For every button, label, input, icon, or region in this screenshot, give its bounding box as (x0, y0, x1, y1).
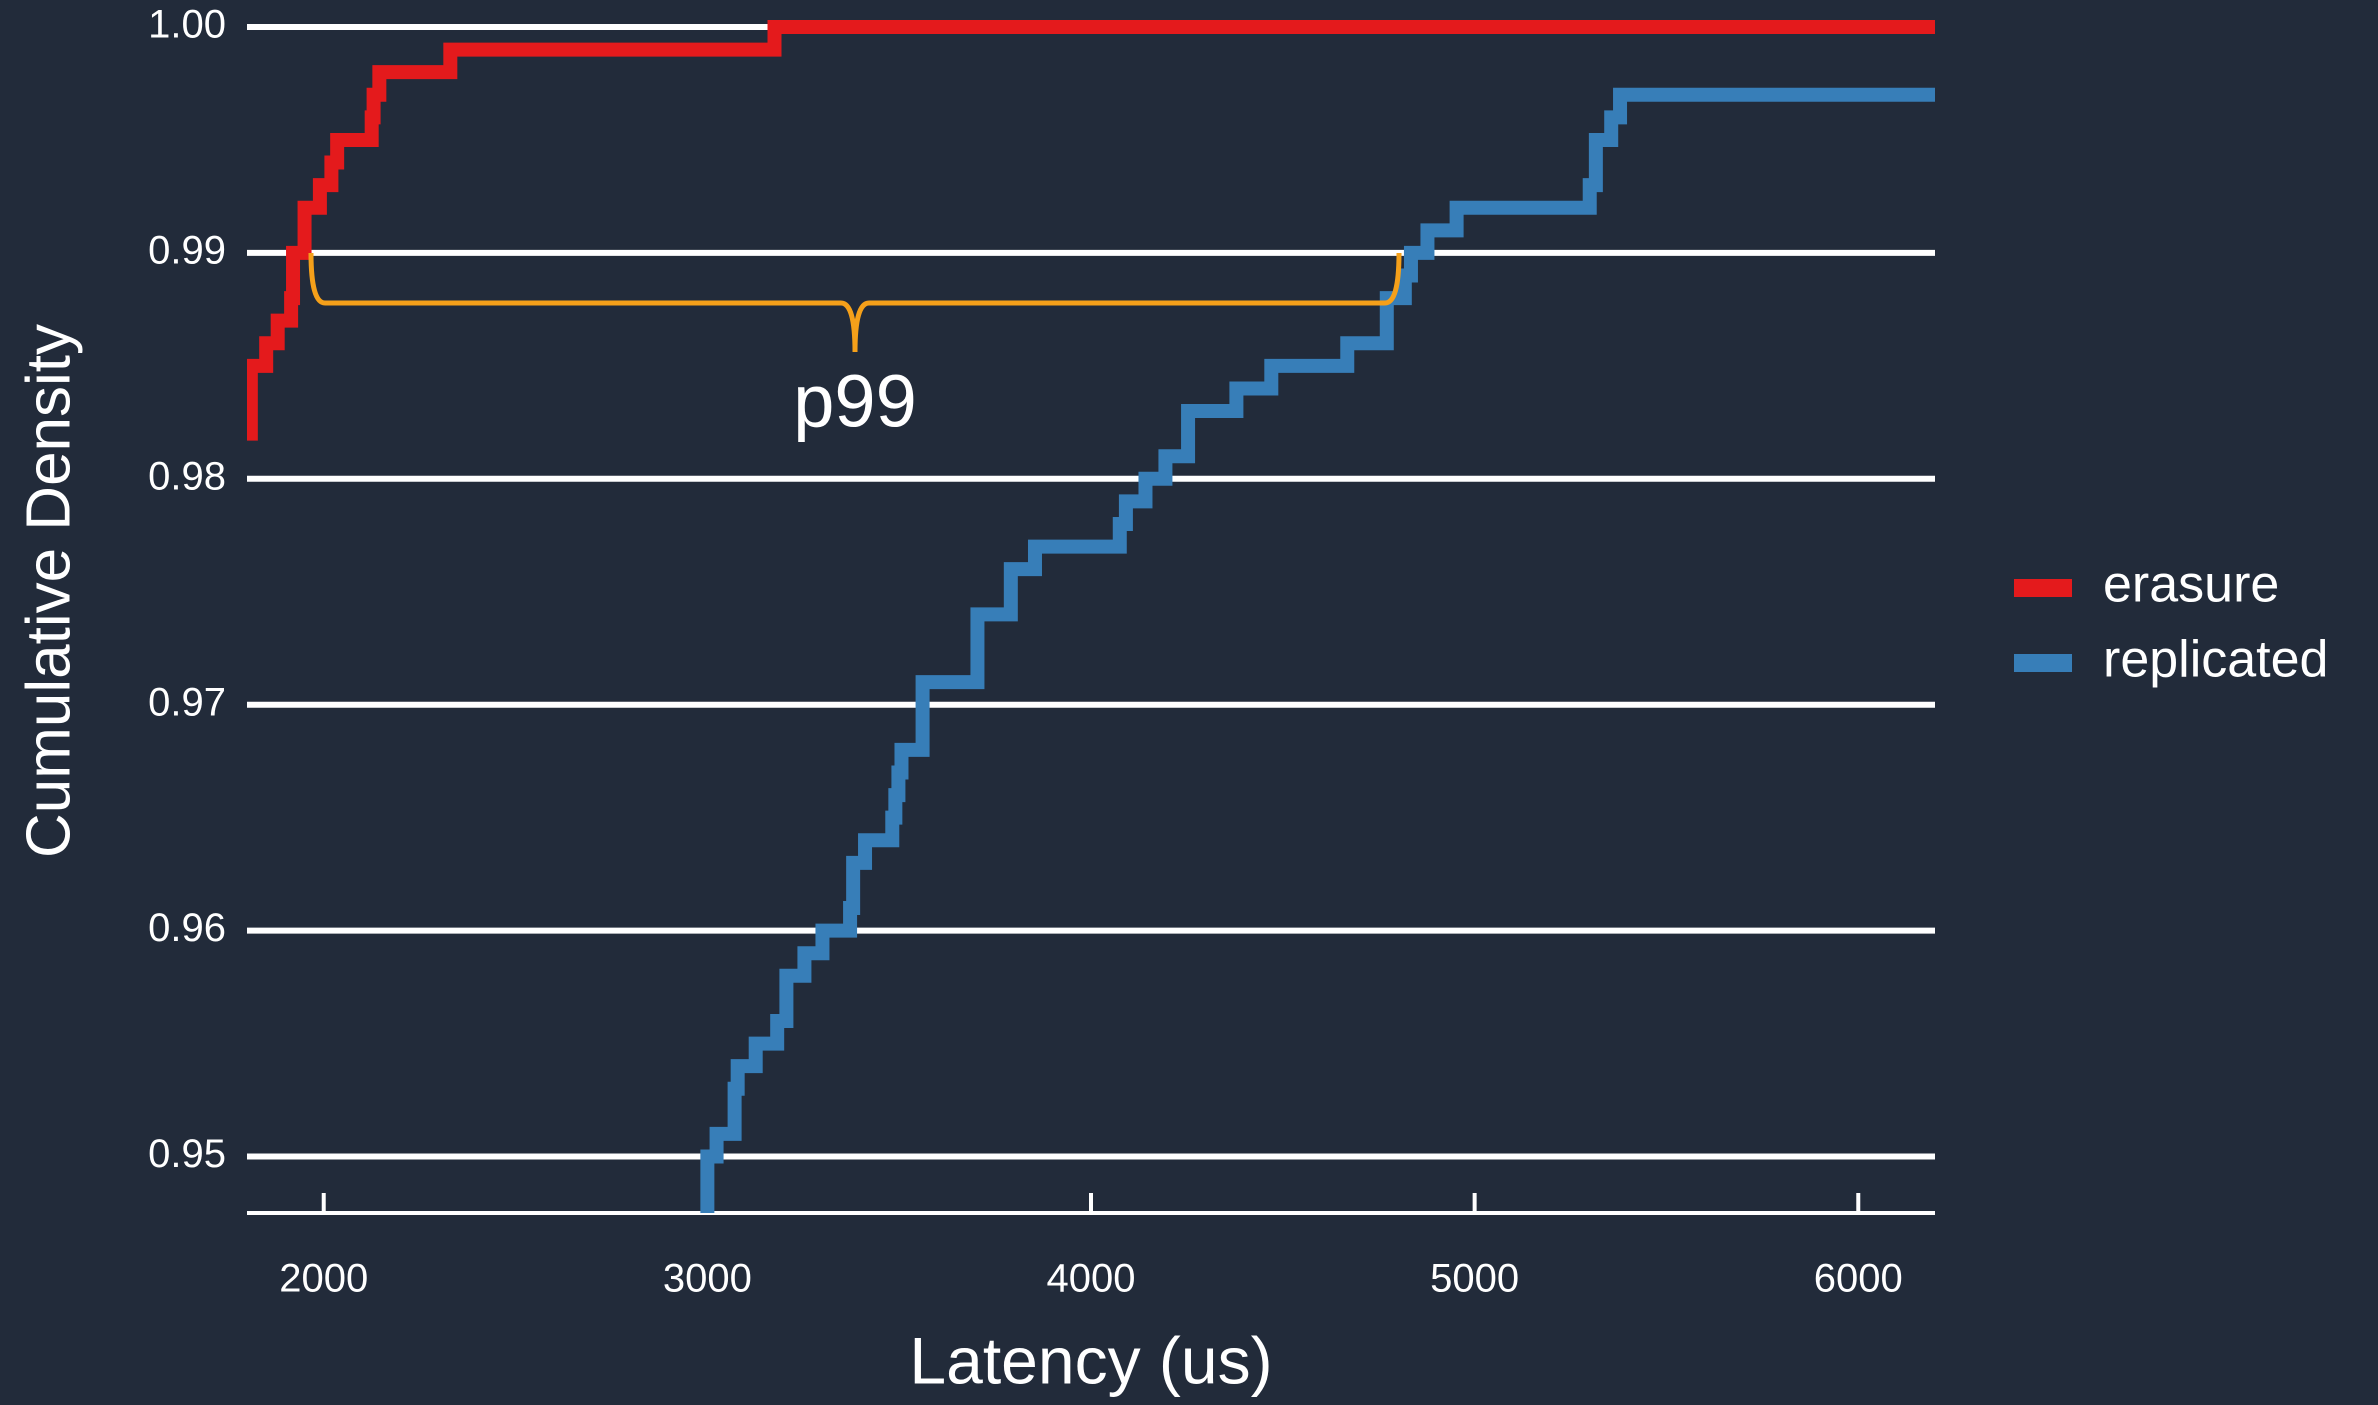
x-tick-label: 3000 (663, 1257, 752, 1301)
legend-swatch (2014, 654, 2072, 672)
legend-label: replicated (2103, 631, 2328, 689)
y-tick-label: 0.99 (148, 228, 226, 272)
cdf-line (247, 20, 1935, 441)
y-tick-label: 0.95 (148, 1132, 226, 1176)
x-tick-label: 4000 (1047, 1257, 1136, 1301)
y-tick-label: 1.00 (148, 3, 226, 47)
legend: erasure replicated (2014, 556, 2328, 689)
x-tick-label: 2000 (279, 1257, 368, 1301)
x-axis-title: Latency (us) (909, 1323, 1272, 1397)
legend-swatch (2014, 579, 2072, 597)
x-tick-label: 5000 (1430, 1257, 1519, 1301)
y-tick-label: 0.98 (148, 454, 226, 498)
y-axis-title: Cumulative Density (14, 324, 83, 858)
annotation: p99 (793, 360, 916, 443)
legend-label: erasure (2103, 556, 2279, 614)
y-tick-label: 0.97 (148, 680, 226, 724)
grid: 0.95 0.96 0.97 0.98 0.99 1.00 2000 3000 4000 5000… (148, 3, 1935, 1301)
lines (247, 20, 1935, 1213)
y-tick-label: 0.96 (148, 906, 226, 950)
x-tick-label: 6000 (1814, 1257, 1903, 1301)
p99-brace (308, 252, 1402, 353)
cdf-line (700, 87, 1935, 1213)
